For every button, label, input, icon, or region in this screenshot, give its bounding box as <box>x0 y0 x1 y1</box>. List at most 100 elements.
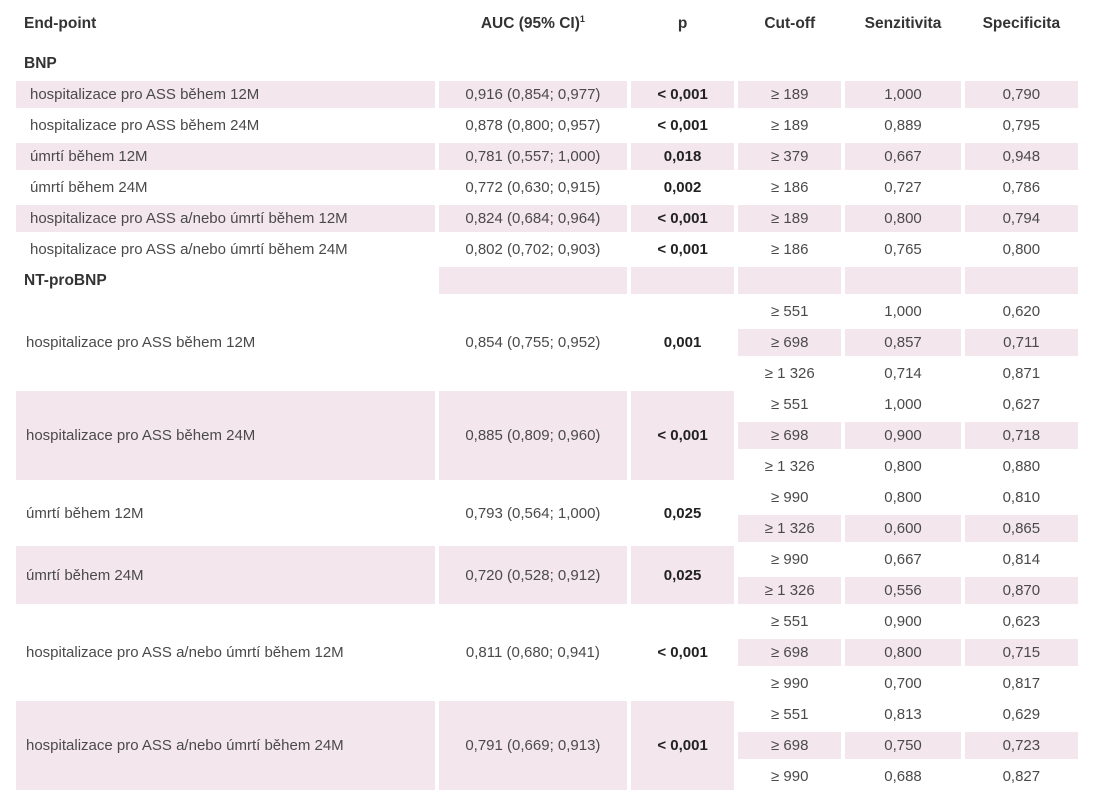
table-row: úmrtí během 24M 0,772 (0,630; 0,915) 0,002… <box>16 174 1078 201</box>
table-row: hospitalizace pro ASS a/nebo úmrtí během… <box>16 205 1078 232</box>
auc-cell: 0,885 (0,809; 0,960) <box>438 391 627 480</box>
senzitivita-cell: 0,800 <box>845 639 961 666</box>
specificita-cell: 0,865 <box>964 515 1078 542</box>
header-p: p <box>677 15 688 32</box>
p-value-cell: < 0,001 <box>630 701 735 790</box>
cutoff-cell: ≥ 189 <box>738 205 842 232</box>
specificita-cell: 0,870 <box>964 577 1078 604</box>
p-value-cell: < 0,001 <box>630 81 735 108</box>
results-table: End-point AUC (95% CI)1 p Cut-off Senzit… <box>12 0 1082 794</box>
specificita-cell: 0,718 <box>964 422 1078 449</box>
endpoint-cell: hospitalizace pro ASS během 24M <box>16 112 435 139</box>
endpoint-cell: hospitalizace pro ASS během 12M <box>16 298 435 387</box>
senzitivita-cell: 1,000 <box>845 298 961 325</box>
p-value-cell: 0,002 <box>630 174 735 201</box>
endpoint-cell: hospitalizace pro ASS a/nebo úmrtí během… <box>16 236 435 263</box>
header-auc-footnote: 1 <box>579 14 585 25</box>
specificita-cell: 0,790 <box>964 81 1078 108</box>
table-row: ≥ 1 326 0,800 0,880 <box>16 453 1078 480</box>
header-auc-text: AUC (95% CI) <box>480 15 580 33</box>
specificita-cell: 0,810 <box>964 484 1078 511</box>
senzitivita-cell: 0,800 <box>845 205 961 232</box>
cutoff-cell: ≥ 551 <box>738 298 842 325</box>
senzitivita-cell: 0,667 <box>845 143 961 170</box>
senzitivita-cell: 0,765 <box>845 236 961 263</box>
endpoint-cell: úmrtí během 12M <box>16 484 435 542</box>
table-row: ≥ 990 0,700 0,817 <box>16 670 1078 697</box>
cutoff-cell: ≥ 186 <box>738 236 842 263</box>
senzitivita-cell: 0,857 <box>845 329 961 356</box>
senzitivita-cell: 0,900 <box>845 422 961 449</box>
cutoff-cell: ≥ 551 <box>738 701 842 728</box>
table-row: ≥ 698 0,750 0,723 <box>16 732 1078 759</box>
auc-cell: 0,772 (0,630; 0,915) <box>438 174 627 201</box>
cutoff-cell: ≥ 551 <box>738 391 842 418</box>
specificita-cell: 0,627 <box>964 391 1078 418</box>
auc-cell: 0,793 (0,564; 1,000) <box>438 484 627 542</box>
p-value-cell: 0,025 <box>630 546 735 604</box>
cutoff-cell: ≥ 698 <box>738 422 842 449</box>
specificita-cell: 0,794 <box>964 205 1078 232</box>
cutoff-cell: ≥ 1 326 <box>738 577 842 604</box>
specificita-cell: 0,715 <box>964 639 1078 666</box>
senzitivita-cell: 0,889 <box>845 112 961 139</box>
auc-cell: 0,854 (0,755; 0,952) <box>438 298 627 387</box>
specificita-cell: 0,786 <box>964 174 1078 201</box>
section-label-bnp: BNP <box>16 50 435 77</box>
p-value-cell: 0,025 <box>630 484 735 542</box>
specificita-cell: 0,629 <box>964 701 1078 728</box>
cutoff-cell: ≥ 698 <box>738 329 842 356</box>
specificita-cell: 0,711 <box>964 329 1078 356</box>
cutoff-cell: ≥ 189 <box>738 112 842 139</box>
senzitivita-cell: 0,813 <box>845 701 961 728</box>
table-row: ≥ 990 0,688 0,827 <box>16 763 1078 790</box>
table-row: ≥ 1 326 0,714 0,871 <box>16 360 1078 387</box>
specificita-cell: 0,814 <box>964 546 1078 573</box>
table-row: hospitalizace pro ASS během 24M 0,885 (0,… <box>16 391 1078 480</box>
specificita-cell: 0,800 <box>964 236 1078 263</box>
senzitivita-cell: 1,000 <box>845 81 961 108</box>
table-row: hospitalizace pro ASS a/nebo úmrtí během… <box>16 236 1078 263</box>
auc-cell: 0,791 (0,669; 0,913) <box>438 701 627 790</box>
header-auc: AUC (95% CI)1 <box>439 2 627 46</box>
results-table-container: End-point AUC (95% CI)1 p Cut-off Senzit… <box>16 0 1082 794</box>
senzitivita-cell: 0,688 <box>845 763 961 790</box>
auc-cell: 0,720 (0,528; 0,912) <box>438 546 627 604</box>
cutoff-cell: ≥ 186 <box>738 174 842 201</box>
table-row: ≥ 698 0,857 0,711 <box>16 329 1078 356</box>
cutoff-cell: ≥ 551 <box>738 608 842 635</box>
table-row: hospitalizace pro ASS a/nebo úmrtí během… <box>16 701 1078 790</box>
endpoint-cell: úmrtí během 24M <box>16 174 435 201</box>
header-specificita: Specificita <box>982 15 1061 32</box>
table-row: ≥ 1 326 0,556 0,870 <box>16 577 1078 604</box>
auc-cell: 0,781 (0,557; 1,000) <box>438 143 627 170</box>
auc-cell: 0,916 (0,854; 0,977) <box>438 81 627 108</box>
table-row: hospitalizace pro ASS během 12M 0,916 (0,… <box>16 81 1078 108</box>
endpoint-cell: hospitalizace pro ASS a/nebo úmrtí během… <box>16 205 435 232</box>
auc-cell: 0,878 (0,800; 0,957) <box>438 112 627 139</box>
p-value-cell: < 0,001 <box>630 205 735 232</box>
senzitivita-cell: 0,727 <box>845 174 961 201</box>
senzitivita-cell: 0,700 <box>845 670 961 697</box>
senzitivita-cell: 0,800 <box>845 453 961 480</box>
section-row-ntprobnp: NT-proBNP <box>16 267 1078 294</box>
cutoff-cell: ≥ 990 <box>738 546 842 573</box>
p-value-cell: 0,001 <box>630 298 735 387</box>
endpoint-cell: hospitalizace pro ASS a/nebo úmrtí během… <box>16 701 435 790</box>
specificita-cell: 0,623 <box>964 608 1078 635</box>
specificita-cell: 0,871 <box>964 360 1078 387</box>
section-row-bnp: BNP <box>16 50 1078 77</box>
senzitivita-cell: 1,000 <box>845 391 961 418</box>
senzitivita-cell: 0,900 <box>845 608 961 635</box>
cutoff-cell: ≥ 379 <box>738 143 842 170</box>
table-body: BNP hospitalizace pro ASS během 12M 0,916… <box>16 50 1078 790</box>
auc-cell: 0,824 (0,684; 0,964) <box>438 205 627 232</box>
cutoff-cell: ≥ 1 326 <box>738 360 842 387</box>
cutoff-cell: ≥ 990 <box>738 670 842 697</box>
cutoff-cell: ≥ 698 <box>738 639 842 666</box>
endpoint-cell: hospitalizace pro ASS a/nebo úmrtí během… <box>16 608 435 697</box>
endpoint-cell: hospitalizace pro ASS během 12M <box>16 81 435 108</box>
specificita-cell: 0,723 <box>964 732 1078 759</box>
cutoff-cell: ≥ 698 <box>738 732 842 759</box>
senzitivita-cell: 0,800 <box>845 484 961 511</box>
